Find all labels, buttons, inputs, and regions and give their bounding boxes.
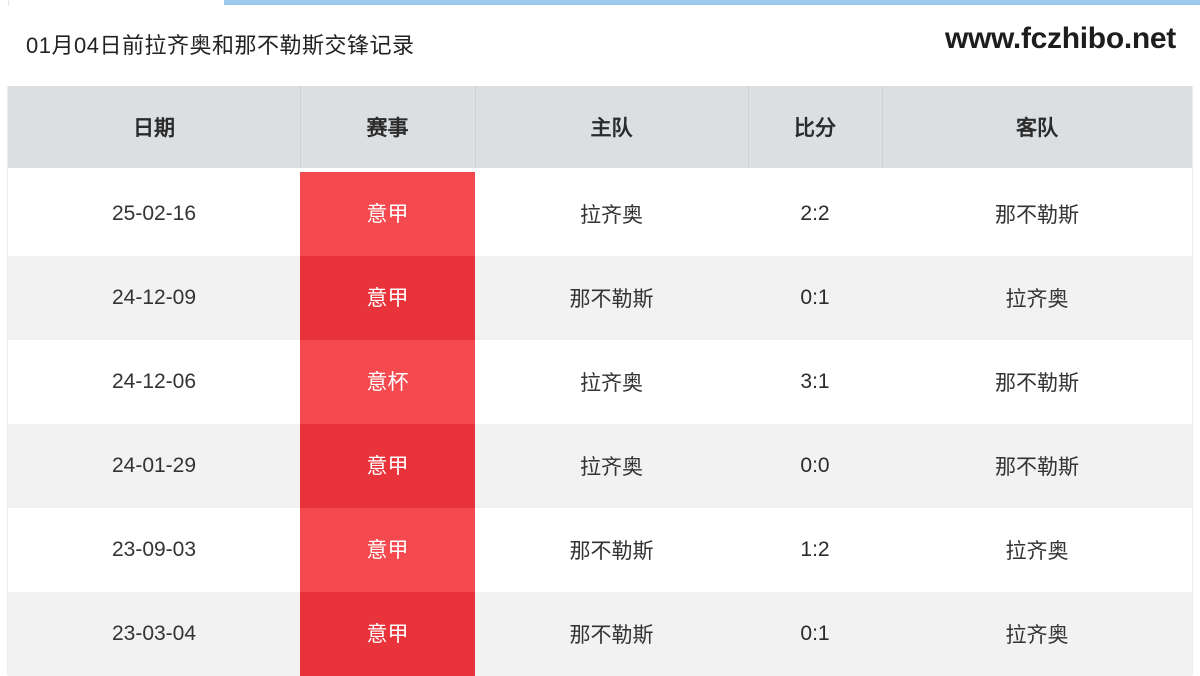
page-gutter-right (1192, 86, 1200, 675)
page-title: 01月04日前拉齐奥和那不勒斯交锋记录 (26, 33, 415, 58)
table-row[interactable]: 24-12-06 意杯 拉齐奥 3:1 那不勒斯 (8, 340, 1192, 424)
cell-competition: 意甲 (300, 424, 475, 508)
cell-score: 0:0 (748, 424, 882, 508)
accent-bar (224, 0, 1200, 5)
cell-home-team: 那不勒斯 (475, 508, 748, 592)
cell-competition: 意甲 (300, 256, 475, 340)
table-header-row: 日期 赛事 主队 比分 客队 (8, 86, 1192, 172)
cell-away-team: 拉齐奥 (882, 256, 1192, 340)
cell-home-team: 拉齐奥 (475, 170, 748, 256)
cell-date: 23-03-04 (8, 592, 300, 676)
page-gutter-left (0, 86, 8, 675)
cell-away-team: 那不勒斯 (882, 424, 1192, 508)
table-body: 25-02-16 意甲 拉齐奥 2:2 那不勒斯 24-12-09 意甲 那不勒… (8, 170, 1192, 676)
cell-competition: 意甲 (300, 508, 475, 592)
cell-date: 24-12-06 (8, 340, 300, 424)
cell-date: 24-01-29 (8, 424, 300, 508)
top-accent-strip (0, 0, 1200, 6)
cell-date: 25-02-16 (8, 170, 300, 256)
column-header-score[interactable]: 比分 (748, 86, 882, 172)
column-header-home-team[interactable]: 主队 (475, 86, 748, 172)
cell-score: 3:1 (748, 340, 882, 424)
table-row[interactable]: 24-01-29 意甲 拉齐奥 0:0 那不勒斯 (8, 424, 1192, 508)
column-header-away-team[interactable]: 客队 (882, 86, 1192, 172)
page-header: 01月04日前拉齐奥和那不勒斯交锋记录 www.fczhibo.net (0, 6, 1200, 86)
cell-competition: 意杯 (300, 340, 475, 424)
competition-badge: 意甲 (300, 424, 475, 508)
cell-away-team: 拉齐奥 (882, 508, 1192, 592)
cell-competition: 意甲 (300, 170, 475, 256)
match-history-section: 日期 赛事 主队 比分 客队 25-02-16 意甲 拉齐奥 2:2 那不勒斯 … (0, 86, 1200, 676)
competition-badge: 意甲 (300, 172, 475, 256)
competition-badge: 意甲 (300, 592, 475, 676)
top-left-gutter (0, 0, 9, 6)
cell-home-team: 那不勒斯 (475, 592, 748, 676)
table-row[interactable]: 24-12-09 意甲 那不勒斯 0:1 拉齐奥 (8, 256, 1192, 340)
cell-date: 23-09-03 (8, 508, 300, 592)
table-row[interactable]: 23-03-04 意甲 那不勒斯 0:1 拉齐奥 (8, 592, 1192, 676)
competition-badge: 意甲 (300, 508, 475, 592)
column-header-competition[interactable]: 赛事 (300, 86, 475, 172)
cell-score: 0:1 (748, 256, 882, 340)
table-row[interactable]: 23-09-03 意甲 那不勒斯 1:2 拉齐奥 (8, 508, 1192, 592)
competition-badge: 意甲 (300, 256, 475, 340)
cell-home-team: 那不勒斯 (475, 256, 748, 340)
cell-score: 1:2 (748, 508, 882, 592)
cell-home-team: 拉齐奥 (475, 424, 748, 508)
column-header-date[interactable]: 日期 (8, 86, 300, 172)
cell-date: 24-12-09 (8, 256, 300, 340)
table-row[interactable]: 25-02-16 意甲 拉齐奥 2:2 那不勒斯 (8, 170, 1192, 256)
cell-score: 2:2 (748, 170, 882, 256)
cell-score: 0:1 (748, 592, 882, 676)
cell-away-team: 那不勒斯 (882, 340, 1192, 424)
competition-badge: 意杯 (300, 340, 475, 424)
cell-away-team: 那不勒斯 (882, 170, 1192, 256)
table-header: 日期 赛事 主队 比分 客队 (8, 86, 1192, 172)
cell-away-team: 拉齐奥 (882, 592, 1192, 676)
cell-competition: 意甲 (300, 592, 475, 676)
match-history-table: 日期 赛事 主队 比分 客队 25-02-16 意甲 拉齐奥 2:2 那不勒斯 … (8, 86, 1192, 676)
site-logo: www.fczhibo.net (944, 22, 1176, 55)
cell-home-team: 拉齐奥 (475, 340, 748, 424)
